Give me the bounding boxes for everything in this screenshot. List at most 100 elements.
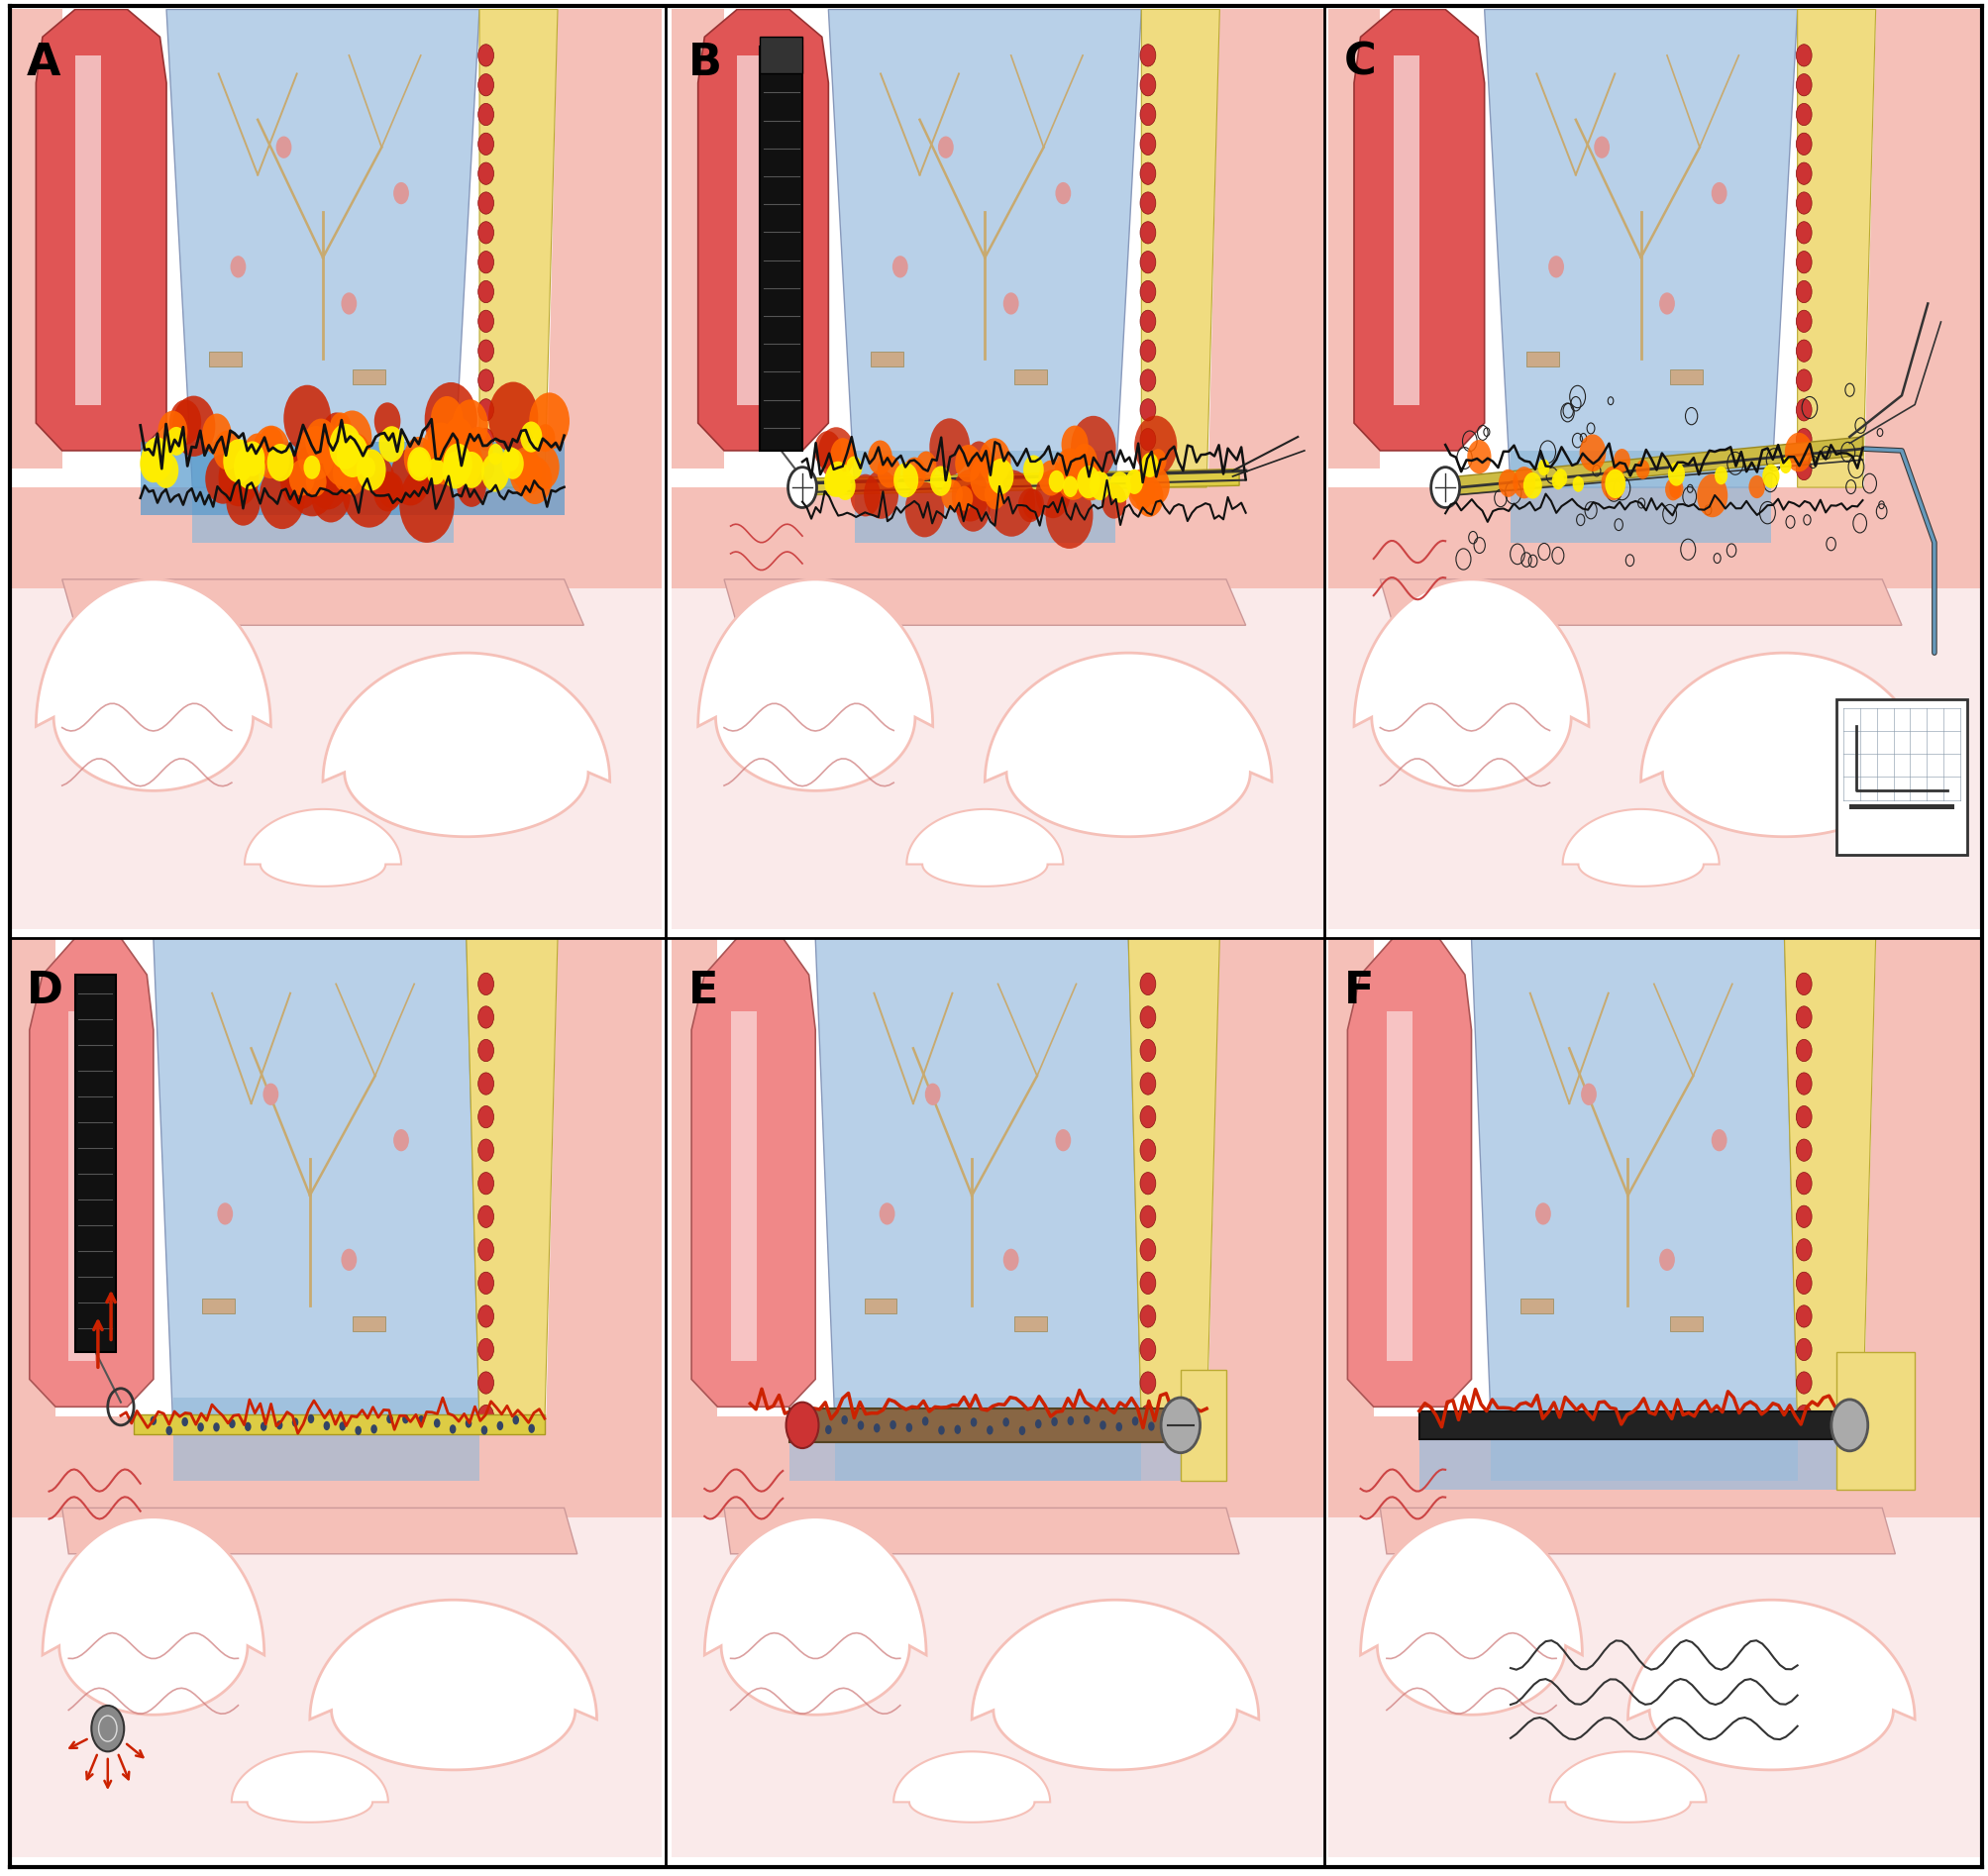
Circle shape	[165, 1426, 173, 1435]
Circle shape	[417, 1415, 425, 1424]
Circle shape	[529, 392, 569, 450]
Polygon shape	[1491, 1398, 1797, 1480]
Circle shape	[390, 448, 431, 507]
Polygon shape	[1328, 589, 1980, 929]
Circle shape	[1141, 428, 1155, 450]
Circle shape	[235, 445, 264, 490]
Text: F: F	[1344, 970, 1374, 1013]
Circle shape	[308, 1415, 314, 1424]
Polygon shape	[1141, 9, 1221, 488]
Polygon shape	[1348, 938, 1471, 1407]
Polygon shape	[1485, 9, 1797, 488]
Polygon shape	[1380, 580, 1903, 625]
Circle shape	[427, 458, 445, 484]
Circle shape	[167, 428, 187, 456]
Circle shape	[1056, 448, 1085, 492]
Circle shape	[481, 1426, 487, 1435]
Circle shape	[1141, 221, 1155, 244]
Circle shape	[151, 1416, 157, 1426]
Circle shape	[940, 480, 962, 510]
Circle shape	[1141, 1172, 1155, 1195]
Polygon shape	[672, 589, 1324, 929]
Circle shape	[497, 1422, 503, 1430]
Circle shape	[227, 478, 260, 525]
Circle shape	[229, 1418, 235, 1428]
Circle shape	[404, 437, 433, 480]
Circle shape	[1698, 475, 1728, 518]
Circle shape	[1141, 400, 1155, 420]
Circle shape	[1072, 443, 1097, 480]
Circle shape	[479, 191, 493, 214]
Circle shape	[938, 137, 954, 158]
Circle shape	[970, 454, 1004, 501]
Circle shape	[360, 458, 376, 478]
Polygon shape	[36, 580, 270, 790]
Circle shape	[1549, 255, 1565, 278]
Circle shape	[1038, 460, 1064, 495]
Polygon shape	[829, 9, 1141, 488]
Circle shape	[1513, 467, 1535, 499]
Polygon shape	[672, 488, 1324, 608]
Polygon shape	[1328, 1416, 1980, 1535]
Circle shape	[1797, 1238, 1811, 1261]
Circle shape	[905, 482, 944, 537]
Circle shape	[479, 251, 493, 274]
Circle shape	[978, 439, 1010, 484]
Polygon shape	[1328, 9, 1980, 929]
Circle shape	[266, 445, 294, 482]
Polygon shape	[835, 1398, 1141, 1480]
Polygon shape	[479, 9, 559, 488]
Circle shape	[1141, 1039, 1155, 1062]
Polygon shape	[815, 469, 1239, 495]
Circle shape	[1797, 281, 1811, 302]
Circle shape	[1668, 461, 1686, 486]
Polygon shape	[1419, 1439, 1849, 1490]
Circle shape	[296, 426, 336, 480]
Text: D: D	[26, 970, 64, 1013]
Circle shape	[1141, 1306, 1155, 1328]
Circle shape	[173, 396, 215, 456]
Circle shape	[903, 458, 926, 490]
Circle shape	[374, 403, 400, 439]
Circle shape	[527, 445, 559, 490]
Polygon shape	[233, 1752, 388, 1822]
Circle shape	[1797, 1172, 1811, 1195]
Circle shape	[1797, 1006, 1811, 1028]
Circle shape	[465, 1418, 471, 1428]
Circle shape	[1099, 1420, 1105, 1430]
Circle shape	[322, 413, 352, 454]
Polygon shape	[1328, 1518, 1980, 1857]
Circle shape	[1797, 428, 1811, 450]
Polygon shape	[1129, 938, 1221, 1426]
Circle shape	[1797, 251, 1811, 274]
Circle shape	[479, 1306, 493, 1328]
Polygon shape	[895, 1752, 1050, 1822]
Polygon shape	[10, 938, 56, 1416]
Polygon shape	[672, 938, 718, 1416]
Circle shape	[1141, 452, 1159, 477]
Circle shape	[459, 452, 485, 488]
Polygon shape	[1459, 437, 1863, 495]
Polygon shape	[10, 589, 662, 929]
Circle shape	[258, 465, 304, 529]
Circle shape	[479, 370, 493, 392]
Polygon shape	[1551, 1752, 1706, 1822]
Circle shape	[1797, 1272, 1811, 1294]
Polygon shape	[10, 1518, 662, 1857]
Bar	[1014, 1317, 1048, 1332]
Circle shape	[449, 439, 483, 486]
Polygon shape	[1207, 9, 1324, 561]
Circle shape	[1004, 293, 1018, 315]
Circle shape	[252, 426, 290, 478]
Circle shape	[1797, 163, 1811, 184]
Circle shape	[342, 293, 356, 315]
Circle shape	[893, 463, 918, 497]
Circle shape	[304, 418, 338, 463]
Circle shape	[139, 445, 167, 482]
Polygon shape	[322, 653, 610, 837]
Polygon shape	[173, 1398, 479, 1480]
Circle shape	[479, 1338, 493, 1360]
Bar	[1837, 698, 1966, 855]
Polygon shape	[1328, 938, 1374, 1416]
Circle shape	[1056, 182, 1072, 204]
